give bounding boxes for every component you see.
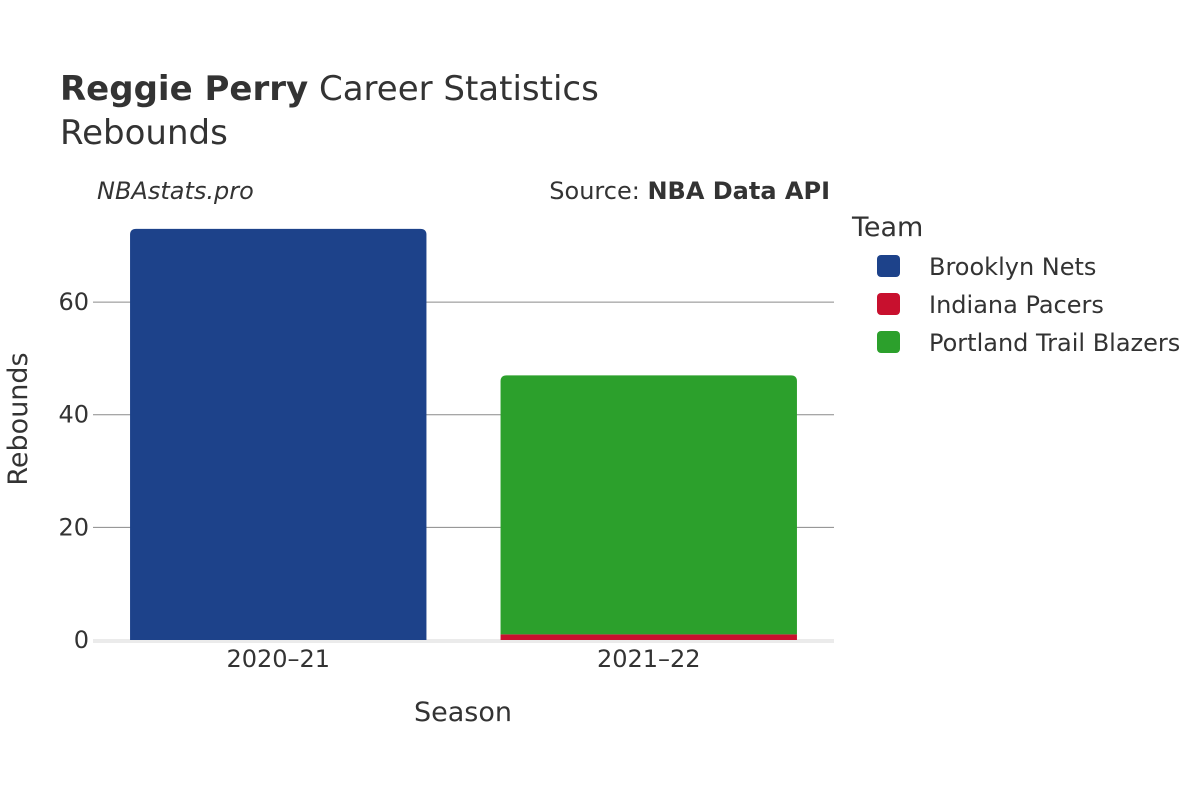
bar-segment: [130, 228, 427, 641]
bar-segment: [500, 375, 797, 635]
x-tick-label: 2021–22: [597, 645, 701, 673]
legend-swatch: [877, 255, 900, 277]
legend-title: Team: [851, 212, 923, 243]
legend-label: Portland Trail Blazers: [929, 329, 1180, 357]
y-tick-labels: 0 20 40 60: [58, 288, 89, 654]
y-tick-label: 60: [58, 288, 89, 316]
legend-swatch: [877, 331, 900, 353]
source-name: NBA Data API: [647, 177, 830, 205]
bars: [130, 228, 797, 641]
y-tick-label: 0: [74, 626, 89, 654]
y-axis-title: Rebounds: [3, 352, 34, 485]
chart-title-rest: Career Statistics: [308, 69, 599, 109]
source-label: Source:: [549, 177, 647, 205]
y-tick-label: 40: [58, 401, 89, 429]
x-tick-label: 2020–21: [226, 645, 330, 673]
legend-label: Indiana Pacers: [929, 291, 1104, 319]
chart-title-player: Reggie Perry: [60, 69, 308, 109]
x-axis-title: Season: [414, 697, 512, 728]
source-note: Source: NBA Data API: [549, 177, 830, 205]
bar-segment: [500, 634, 797, 640]
watermark: NBAstats.pro: [97, 177, 254, 205]
chart-title: Reggie Perry Career Statistics: [60, 69, 599, 109]
legend-swatch: [877, 293, 900, 315]
x-tick-labels: 2020–21 2021–22: [226, 645, 700, 673]
legend-label: Brooklyn Nets: [929, 253, 1096, 281]
legend: Brooklyn Nets Indiana Pacers Portland Trai…: [877, 253, 1180, 357]
y-tick-label: 20: [58, 513, 89, 541]
chart-subtitle: Rebounds: [60, 113, 228, 153]
